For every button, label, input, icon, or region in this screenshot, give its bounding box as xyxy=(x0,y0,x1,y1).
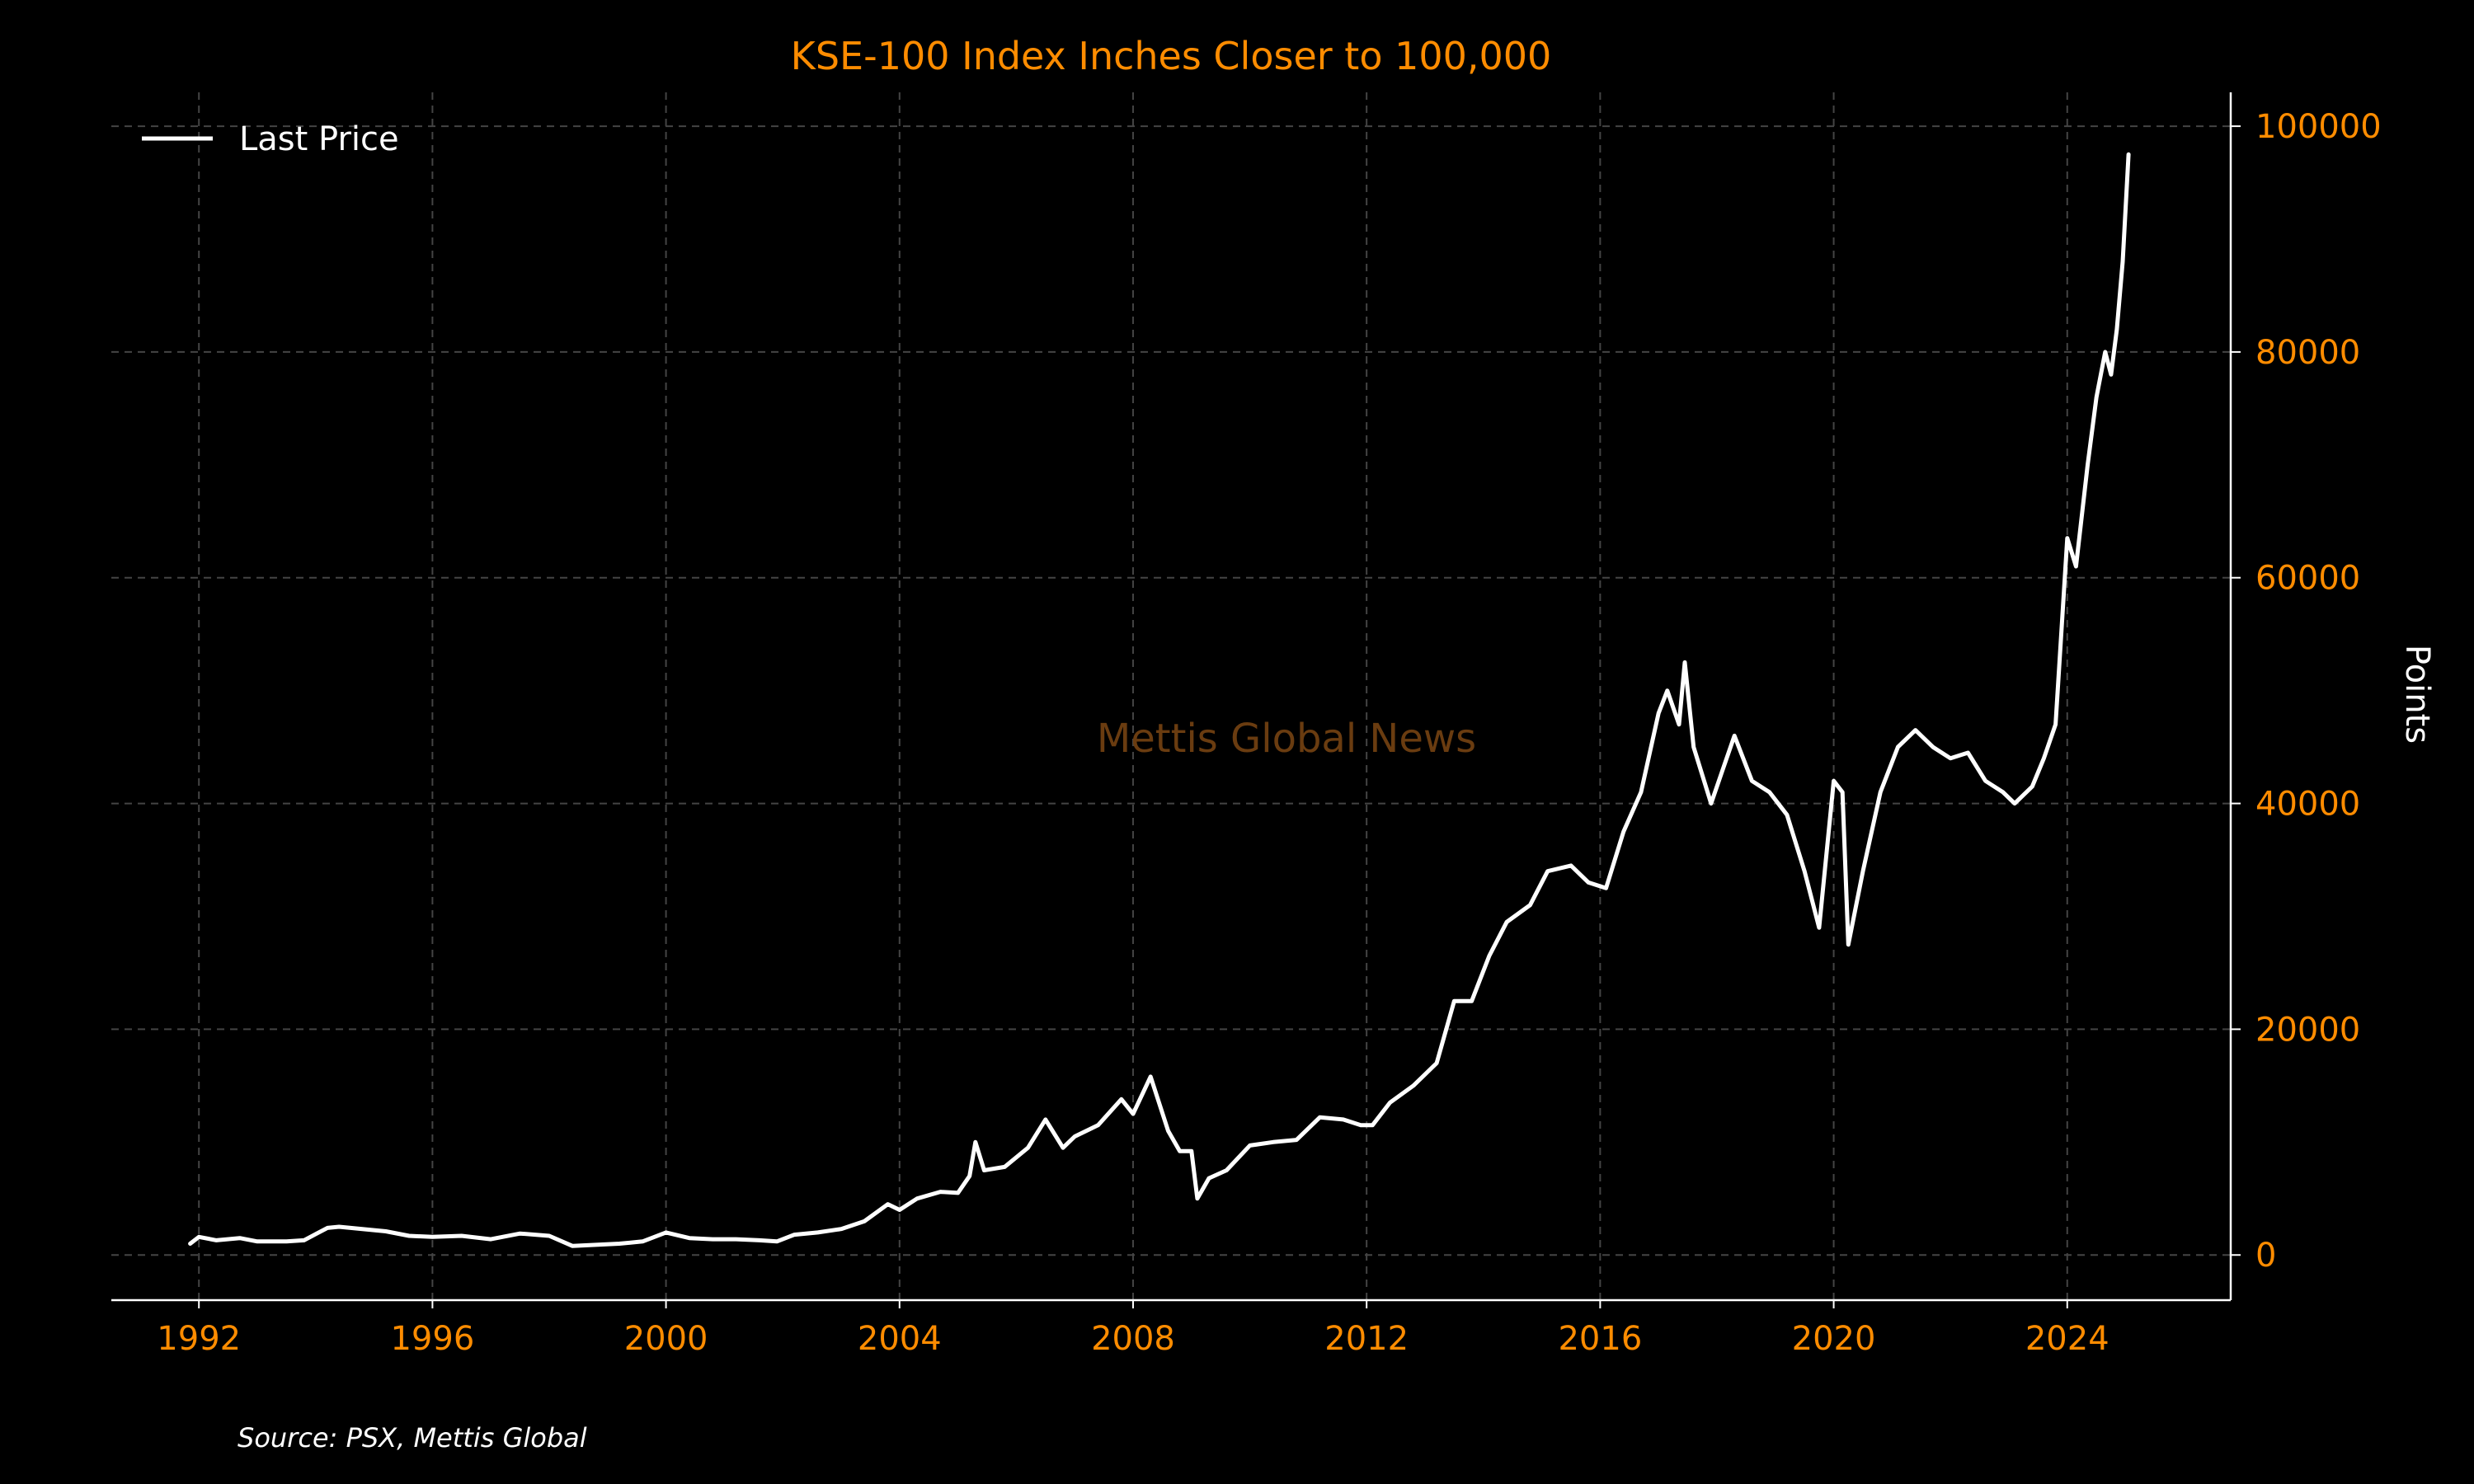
legend-label-last-price: Last Price xyxy=(239,120,399,158)
source-note: Source: PSX, Mettis Global xyxy=(238,1422,587,1453)
series-layer xyxy=(188,152,2131,1248)
y-axis-label: Points xyxy=(2398,645,2436,744)
watermark-text: Mettis Global News xyxy=(1097,716,1476,762)
axes xyxy=(111,92,2232,1302)
x-tick-label-2024: 2024 xyxy=(2025,1320,2109,1358)
x-tick-label-2020: 2020 xyxy=(1792,1320,1876,1358)
x-tick-label-2016: 2016 xyxy=(1558,1320,1642,1358)
chart-title: KSE-100 Index Inches Closer to 100,000 xyxy=(791,34,1552,78)
y-tick-label-100000: 100000 xyxy=(2255,108,2382,146)
x-tick-label-2008: 2008 xyxy=(1091,1320,1175,1358)
y-tick-label-60000: 60000 xyxy=(2255,560,2360,598)
y-tick-label-20000: 20000 xyxy=(2255,1011,2360,1049)
x-tick-label-1992: 1992 xyxy=(157,1320,241,1358)
y-tick-label-80000: 80000 xyxy=(2255,334,2360,372)
x-tick-label-2004: 2004 xyxy=(858,1320,942,1358)
x-tick-label-2000: 2000 xyxy=(624,1320,708,1358)
y-tick-label-0: 0 xyxy=(2255,1237,2276,1275)
legend: Last Price xyxy=(142,120,399,158)
tick-labels: 1992 1996 2000 2004 2008 2012 2016 2020 2024 0 200… xyxy=(157,108,2381,1358)
gridlines xyxy=(111,92,2231,1300)
x-tick-label-2012: 2012 xyxy=(1324,1320,1409,1358)
series-line-last-price xyxy=(188,152,2131,1248)
y-tick-label-40000: 40000 xyxy=(2255,786,2360,824)
x-tick-label-1996: 1996 xyxy=(390,1320,474,1358)
